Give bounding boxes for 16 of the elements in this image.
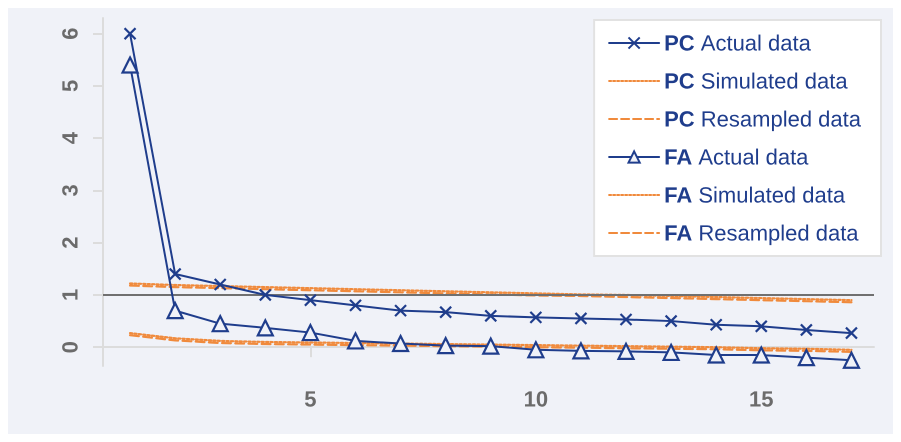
legend-label: FA Actual data	[664, 144, 810, 170]
y-tick-label: 4	[58, 131, 82, 144]
x-tick-label: 15	[749, 386, 774, 412]
y-tick-label: 0	[58, 341, 82, 354]
x-tick-label: 5	[304, 386, 317, 412]
y-tick-label: 6	[58, 28, 82, 40]
y-tick-label: 1	[58, 288, 82, 302]
y-tick-label: 5	[58, 80, 82, 92]
legend-label: FA Simulated data	[664, 182, 846, 208]
y-tick-label: 2	[58, 236, 82, 249]
legend-label: PC Resampled data	[664, 106, 862, 132]
x-tick-label: 10	[524, 386, 548, 412]
legend-label: PC Simulated data	[664, 68, 848, 94]
legend-label: PC Actual data	[664, 30, 812, 56]
legend-label: FA Resampled data	[664, 220, 860, 246]
y-tick-label: 3	[58, 184, 82, 197]
